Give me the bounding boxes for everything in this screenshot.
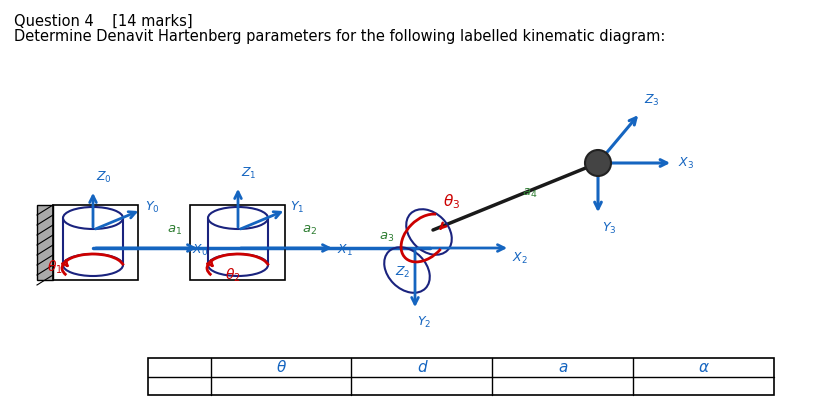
- Text: $Z_1$: $Z_1$: [241, 166, 257, 181]
- Text: $\theta_2$: $\theta_2$: [225, 267, 241, 285]
- Text: Question 4    [14 marks]: Question 4 [14 marks]: [14, 14, 193, 29]
- Text: α: α: [699, 360, 709, 375]
- Circle shape: [585, 150, 611, 176]
- Text: $Y_3$: $Y_3$: [602, 221, 616, 236]
- Text: d: d: [417, 360, 427, 375]
- Text: θ: θ: [276, 360, 286, 375]
- Text: $a_3$: $a_3$: [379, 231, 394, 244]
- Text: Determine Denavit Hartenberg parameters for the following labelled kinematic dia: Determine Denavit Hartenberg parameters …: [14, 29, 666, 44]
- Text: $X_2$: $X_2$: [512, 250, 528, 266]
- Text: $\theta_3$: $\theta_3$: [443, 192, 460, 211]
- Text: $Y_1$: $Y_1$: [290, 199, 304, 214]
- Text: $a_1$: $a_1$: [168, 224, 183, 237]
- Text: $Z_3$: $Z_3$: [644, 93, 660, 108]
- Text: a: a: [558, 360, 567, 375]
- Text: $Z_2$: $Z_2$: [394, 265, 410, 280]
- Text: $Y_2$: $Y_2$: [417, 315, 431, 330]
- Text: $Z_0$: $Z_0$: [96, 170, 112, 185]
- Text: $Y_0$: $Y_0$: [145, 199, 159, 214]
- Polygon shape: [37, 205, 53, 280]
- Text: $X_3$: $X_3$: [678, 156, 694, 170]
- Text: $a_4$: $a_4$: [522, 187, 538, 200]
- Text: $X_1$: $X_1$: [337, 243, 353, 258]
- Text: $a_2$: $a_2$: [303, 224, 318, 237]
- Text: $X_0$: $X_0$: [192, 243, 208, 258]
- Text: $\theta_1$: $\theta_1$: [48, 259, 63, 276]
